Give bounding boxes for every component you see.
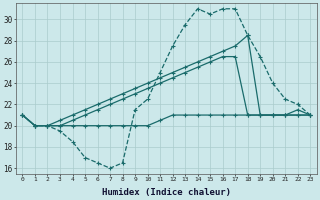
X-axis label: Humidex (Indice chaleur): Humidex (Indice chaleur)	[102, 188, 231, 197]
